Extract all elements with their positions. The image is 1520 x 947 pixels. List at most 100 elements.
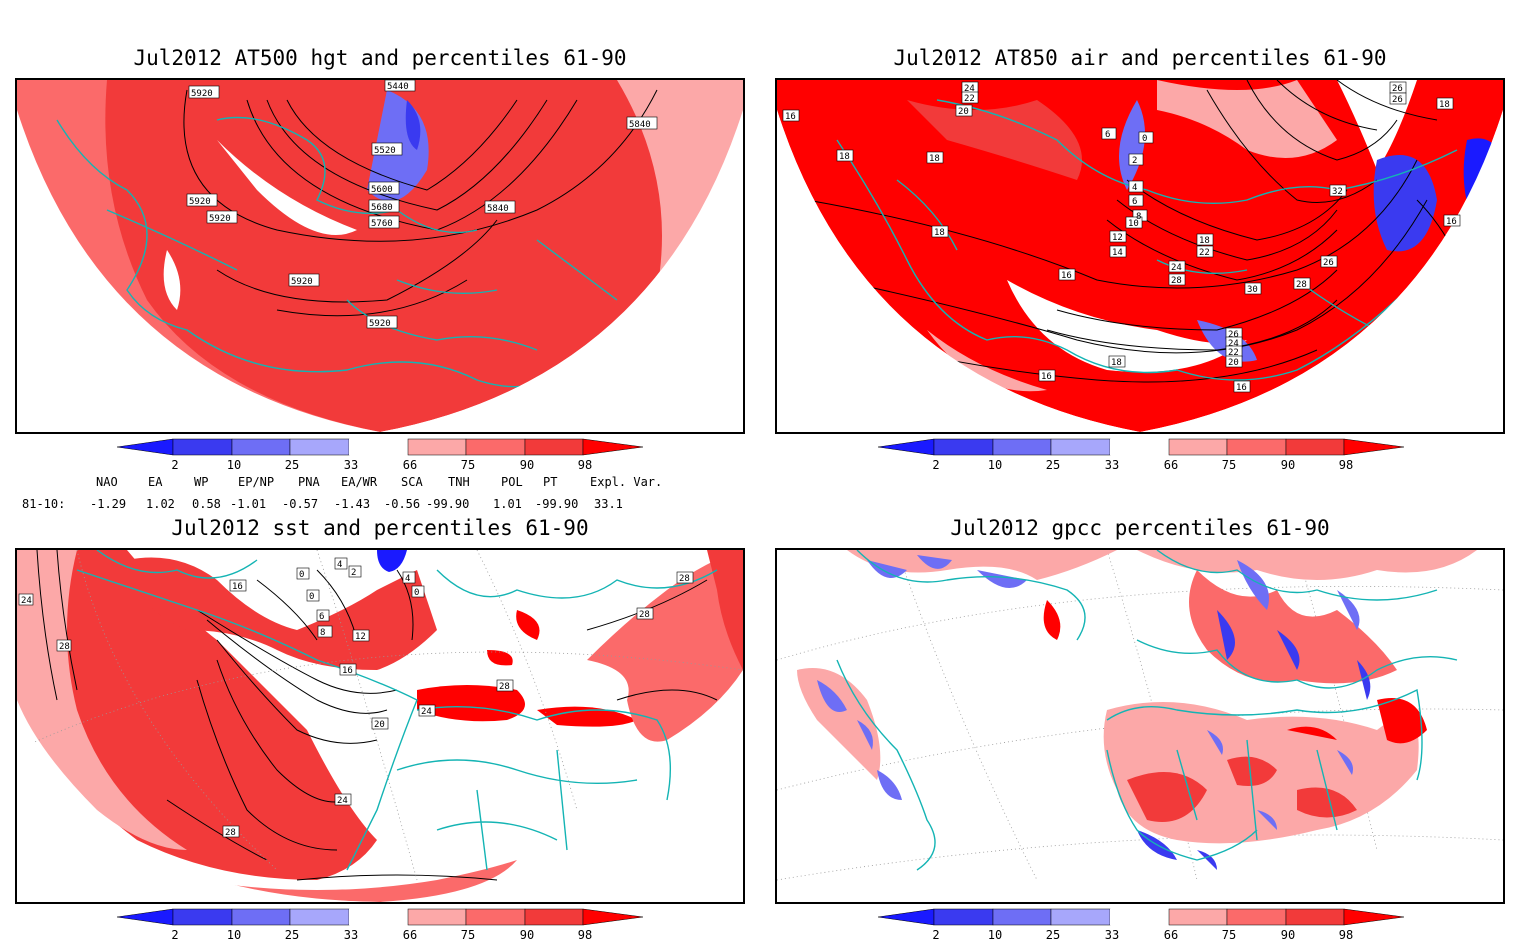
contour-label: 4 bbox=[1132, 183, 1137, 193]
contour-label: 16 bbox=[232, 582, 243, 592]
index-value: 1.02 bbox=[146, 497, 175, 511]
index-value: -0.57 bbox=[282, 497, 319, 511]
index-value: -99.90 bbox=[426, 497, 470, 511]
contour-label: 18 bbox=[1199, 236, 1210, 246]
contour-label: 28 bbox=[1171, 276, 1182, 286]
index-name: Expl. Var. bbox=[590, 475, 663, 489]
index-value: -1.43 bbox=[334, 497, 371, 511]
colorbar-tick: 2 bbox=[171, 458, 179, 472]
contour-label: 16 bbox=[1061, 271, 1072, 281]
index-row-label: 81-10: bbox=[22, 497, 66, 511]
colorbar-tick: 25 bbox=[284, 928, 300, 942]
index-value: 0.58 bbox=[192, 497, 221, 511]
colorbar-tick: 33 bbox=[1104, 928, 1120, 942]
contour-label: 5840 bbox=[629, 120, 651, 130]
colorbar-at500: 2 10 25 33 66 75 90 98 bbox=[115, 437, 645, 477]
colorbar-tick: 90 bbox=[519, 458, 535, 472]
colorbar-tick: 90 bbox=[519, 928, 535, 942]
colorbar-tick: 66 bbox=[402, 458, 418, 472]
index-name: PT bbox=[543, 475, 558, 489]
contour-label: 32 bbox=[1332, 187, 1343, 197]
colorbar-tick: 2 bbox=[932, 458, 940, 472]
contour-label: 26 bbox=[1228, 330, 1239, 340]
colorbar-tick: 98 bbox=[577, 928, 593, 942]
index-name: WP bbox=[194, 475, 209, 489]
colorbar-swatches bbox=[116, 908, 644, 926]
index-name: EA bbox=[148, 475, 163, 489]
contour-label: 24 bbox=[421, 707, 432, 717]
contour-label: 5440 bbox=[387, 82, 409, 92]
contour-label: 22 bbox=[964, 94, 975, 104]
colorbar-tick: 98 bbox=[577, 458, 593, 472]
contour-label: 0 bbox=[1142, 134, 1147, 144]
colorbar-tick: 25 bbox=[284, 458, 300, 472]
contour-label: 16 bbox=[785, 112, 796, 122]
map-panel-gpcc bbox=[775, 548, 1505, 904]
index-name: SCA bbox=[401, 475, 423, 489]
colorbar-tick: 75 bbox=[460, 458, 476, 472]
contour-label: 4 bbox=[405, 574, 410, 584]
contour-label: 26 bbox=[1323, 258, 1334, 268]
colorbar-swatches bbox=[877, 438, 1405, 456]
colorbar-tick: 90 bbox=[1280, 458, 1296, 472]
contour-label: 12 bbox=[355, 632, 366, 642]
contour-label: 10 bbox=[1128, 219, 1139, 229]
colorbar-tick: 2 bbox=[171, 928, 179, 942]
colorbar-tick: 75 bbox=[1221, 458, 1237, 472]
contour-label: 24 bbox=[337, 796, 348, 806]
index-value: -1.29 bbox=[90, 497, 127, 511]
contour-label: 16 bbox=[1041, 372, 1052, 382]
index-name: PNA bbox=[298, 475, 320, 489]
contour-label: 5520 bbox=[374, 146, 396, 156]
contour-label: 5760 bbox=[371, 219, 393, 229]
index-name: TNH bbox=[448, 475, 470, 489]
index-name: EP/NP bbox=[238, 475, 275, 489]
contour-label: 20 bbox=[1228, 358, 1239, 368]
contour-label: 24 bbox=[1171, 263, 1182, 273]
contour-label: 20 bbox=[374, 720, 385, 730]
panel-4-title: Jul2012 gpcc percentiles 61-90 bbox=[950, 516, 1330, 540]
colorbar-gpcc: 2 10 25 33 66 75 90 98 bbox=[876, 907, 1406, 947]
contour-label: 16 bbox=[1446, 217, 1457, 227]
contour-label: 8 bbox=[1136, 212, 1141, 222]
contour-label: 5840 bbox=[487, 204, 509, 214]
contour-label: 28 bbox=[225, 828, 236, 838]
index-name: POL bbox=[501, 475, 523, 489]
index-value: -1.01 bbox=[230, 497, 267, 511]
index-value: 1.01 bbox=[493, 497, 522, 511]
colorbar-tick: 10 bbox=[226, 928, 242, 942]
contour-label: 2 bbox=[351, 568, 356, 578]
contour-label: 5920 bbox=[209, 214, 231, 224]
contour-label: 18 bbox=[1439, 100, 1450, 110]
contour-label: 18 bbox=[839, 152, 850, 162]
contour-label: 0 bbox=[309, 592, 314, 602]
contour-label: 5680 bbox=[371, 203, 393, 213]
map-panel-at500: 5920 5440 5840 5520 5600 5680 5760 5920 … bbox=[15, 78, 745, 434]
contour-label: 6 bbox=[1132, 197, 1137, 207]
contour-label: 20 bbox=[958, 107, 969, 117]
map-panel-sst: 16 0 0 4 6 2 8 12 16 20 24 28 28 28 28 2… bbox=[15, 548, 745, 904]
contour-label: 0 bbox=[414, 588, 419, 598]
panel-1-title: Jul2012 AT500 hgt and percentiles 61-90 bbox=[133, 46, 627, 70]
index-name: NAO bbox=[96, 475, 118, 489]
panel-2-title: Jul2012 AT850 air and percentiles 61-90 bbox=[893, 46, 1387, 70]
map-panel-at850: 24 22 20 16 18 18 6 0 2 4 6 8 10 12 14 1… bbox=[775, 78, 1505, 434]
colorbar-tick: 25 bbox=[1045, 458, 1061, 472]
colorbar-tick: 66 bbox=[402, 928, 418, 942]
contour-label: 30 bbox=[1247, 285, 1258, 295]
index-value: -99.90 bbox=[535, 497, 579, 511]
contour-label: 24 bbox=[1228, 339, 1239, 349]
colorbar-tick: 33 bbox=[343, 458, 359, 472]
contour-label: 16 bbox=[1236, 383, 1247, 393]
contour-label: 28 bbox=[499, 682, 510, 692]
contour-label: 4 bbox=[337, 560, 342, 570]
contour-label: 18 bbox=[929, 154, 940, 164]
colorbar-tick: 66 bbox=[1163, 928, 1179, 942]
index-name: EA/WR bbox=[341, 475, 378, 489]
colorbar-swatches bbox=[877, 908, 1405, 926]
contour-label: 5920 bbox=[191, 89, 213, 99]
contour-label: 6 bbox=[1105, 130, 1110, 140]
contour-label: 26 bbox=[1392, 84, 1403, 94]
contour-label: 28 bbox=[59, 642, 70, 652]
contour-label: 6 bbox=[319, 612, 324, 622]
